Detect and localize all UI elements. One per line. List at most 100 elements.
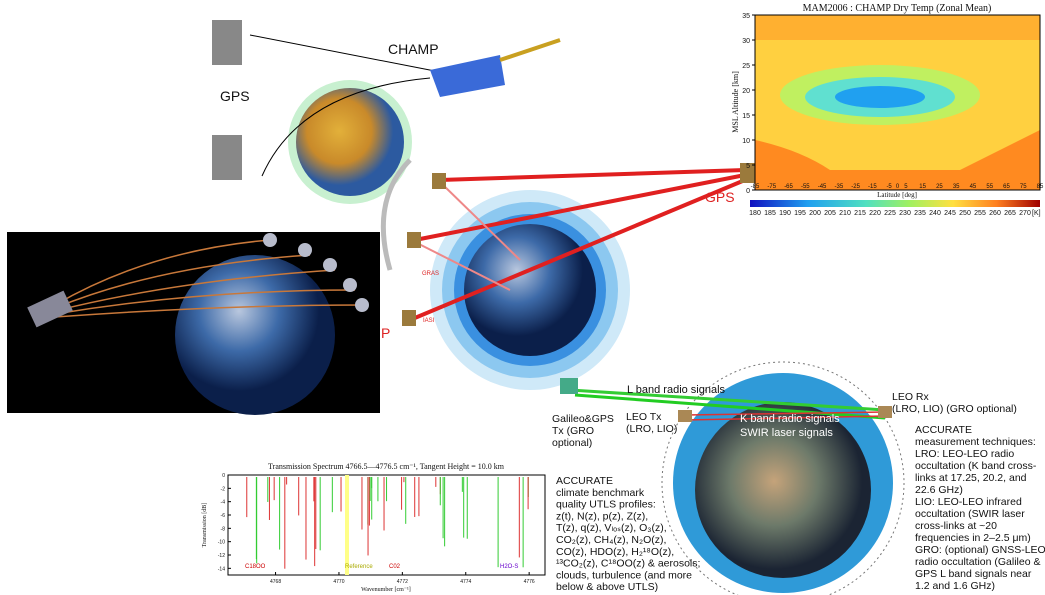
y-tick-label: 10 <box>742 138 750 145</box>
text-line: CO(z), HDO(z), H₂¹⁸O(z), <box>556 546 674 558</box>
y-tick-label: 30 <box>742 38 750 45</box>
y-tick-label: 25 <box>742 63 750 70</box>
text-line: links at 17.25, 20.2, and <box>915 472 1027 484</box>
y-label: Transmission [dB] <box>202 503 208 548</box>
colorbar-label: 245 <box>944 210 956 217</box>
arrow <box>380 158 412 271</box>
colorbar-label: 225 <box>884 210 896 217</box>
x-tick-label: 55 <box>986 184 993 190</box>
x-tick-label: -45 <box>818 184 827 190</box>
x-tick-label: -15 <box>868 184 877 190</box>
text-line: climate benchmark <box>556 487 645 499</box>
reference-band <box>345 475 349 575</box>
satellite <box>27 290 73 328</box>
label: GRAS <box>422 271 439 277</box>
x-tick-label: 4770 <box>333 579 344 585</box>
y-tick-label: -4 <box>221 500 226 506</box>
text-line: radio occultation (Galileo & <box>915 556 1040 568</box>
y-tick-label: -8 <box>221 526 226 532</box>
y-tick-label: 0 <box>222 473 225 479</box>
x-tick-label: -35 <box>834 184 843 190</box>
y-tick-label: -6 <box>221 513 226 519</box>
colorbar-label: 255 <box>974 210 986 217</box>
text-line: GRO: (optional) GNSS-LEO <box>915 544 1045 556</box>
y-tick-label: -12 <box>218 553 225 559</box>
signal-label: K band radio signals <box>740 413 840 425</box>
x-tick-label: 15 <box>919 184 926 190</box>
leo-rx <box>878 406 892 418</box>
text-line: quality UTLS profiles: <box>556 499 656 511</box>
text-line: Tx (GRO <box>552 425 594 437</box>
colorbar-label: 190 <box>779 210 791 217</box>
x-tick-label: 4768 <box>270 579 281 585</box>
colorbar-label: 185 <box>764 210 776 217</box>
colorbar-label: 250 <box>959 210 971 217</box>
gps-satellite <box>212 20 242 65</box>
label: GPS <box>705 189 735 205</box>
earth <box>695 402 871 578</box>
label: IASI <box>423 318 435 324</box>
text-line: optional) <box>552 437 592 449</box>
text-line: LIO: LEO-LEO infrared <box>915 496 1022 508</box>
x-tick-label: -85 <box>751 184 760 190</box>
text-line: z(t), N(z), p(z), Z(z), <box>556 510 648 522</box>
text-line: ACCURATE <box>556 475 613 487</box>
colorbar-label: 215 <box>854 210 866 217</box>
y-tick-label: 5 <box>746 163 750 170</box>
text-line: clouds, turbulence (and more <box>556 569 692 581</box>
x-tick-label: 4774 <box>460 579 471 585</box>
satellites-row <box>263 233 369 312</box>
x-tick-label: 45 <box>970 184 977 190</box>
contour <box>835 86 925 108</box>
colorbar-unit: [K] <box>1032 210 1041 217</box>
text-line: LEO Rx <box>892 391 930 403</box>
x-tick-label: 85 <box>1037 184 1044 190</box>
annotation: C02 <box>389 564 401 570</box>
text-line: LRO: LEO-LEO radio <box>915 448 1014 460</box>
x-label: Latitude [deg] <box>877 191 917 199</box>
x-tick-label: -25 <box>851 184 860 190</box>
x-tick-label: 65 <box>1003 184 1010 190</box>
colorbar-label: 220 <box>869 210 881 217</box>
label: GPS <box>220 88 250 104</box>
colorbar-label: 180 <box>749 210 761 217</box>
colorbar-label: 240 <box>929 210 941 217</box>
text-line: below & above UTLS) <box>556 581 658 593</box>
annotation: H2O-S <box>500 564 518 570</box>
text-line: Galileo&GPS <box>552 413 614 425</box>
frame <box>754 14 1041 191</box>
chart-title: MAM2006 : CHAMP Dry Temp (Zonal Mean) <box>803 3 992 14</box>
text-line: GPS L band signals near <box>915 568 1032 580</box>
x-tick-label: 25 <box>936 184 943 190</box>
x-tick-label: 4776 <box>524 579 535 585</box>
annotation: C18OO <box>245 564 266 570</box>
text-line: occultation (K band cross- <box>915 460 1037 472</box>
x-label: Wavenumber [cm⁻¹] <box>361 587 411 593</box>
contour <box>755 15 1040 40</box>
orbit <box>661 361 905 595</box>
annotation: Reference <box>345 564 373 570</box>
text-line: ¹³CO₂(z), C¹⁸OO(z) & aerosols; <box>556 558 700 570</box>
x-tick-label: -5 <box>886 184 892 190</box>
earth <box>296 88 404 196</box>
y-tick-label: 15 <box>742 113 750 120</box>
text-line: LEO Tx <box>626 411 662 423</box>
x-tick-label: 0 <box>896 184 900 190</box>
champ-satellite <box>430 55 505 97</box>
y-tick-label: 20 <box>742 88 750 95</box>
text-line: cross-links at ~20 <box>915 520 997 532</box>
spectrum-chart: Transmission Spectrum 4766.5—4776.5 cm⁻¹… <box>202 462 546 593</box>
y-label: MSL Altitude [km] <box>731 71 740 133</box>
colorbar-label: 230 <box>899 210 911 217</box>
x-tick-label: -55 <box>801 184 810 190</box>
text-line: T(z), q(z), Vₗₒₛ(z), O₃(z), <box>556 522 667 534</box>
text-line: ACCURATE <box>915 424 972 436</box>
colorbar-label: 260 <box>989 210 1001 217</box>
leo-tx <box>678 410 692 422</box>
label: P <box>381 325 390 341</box>
text-line: 1.2 and 1.6 GHz) <box>915 580 995 592</box>
x-tick-label: 4772 <box>397 579 408 585</box>
colorbar-label: 195 <box>794 210 806 217</box>
